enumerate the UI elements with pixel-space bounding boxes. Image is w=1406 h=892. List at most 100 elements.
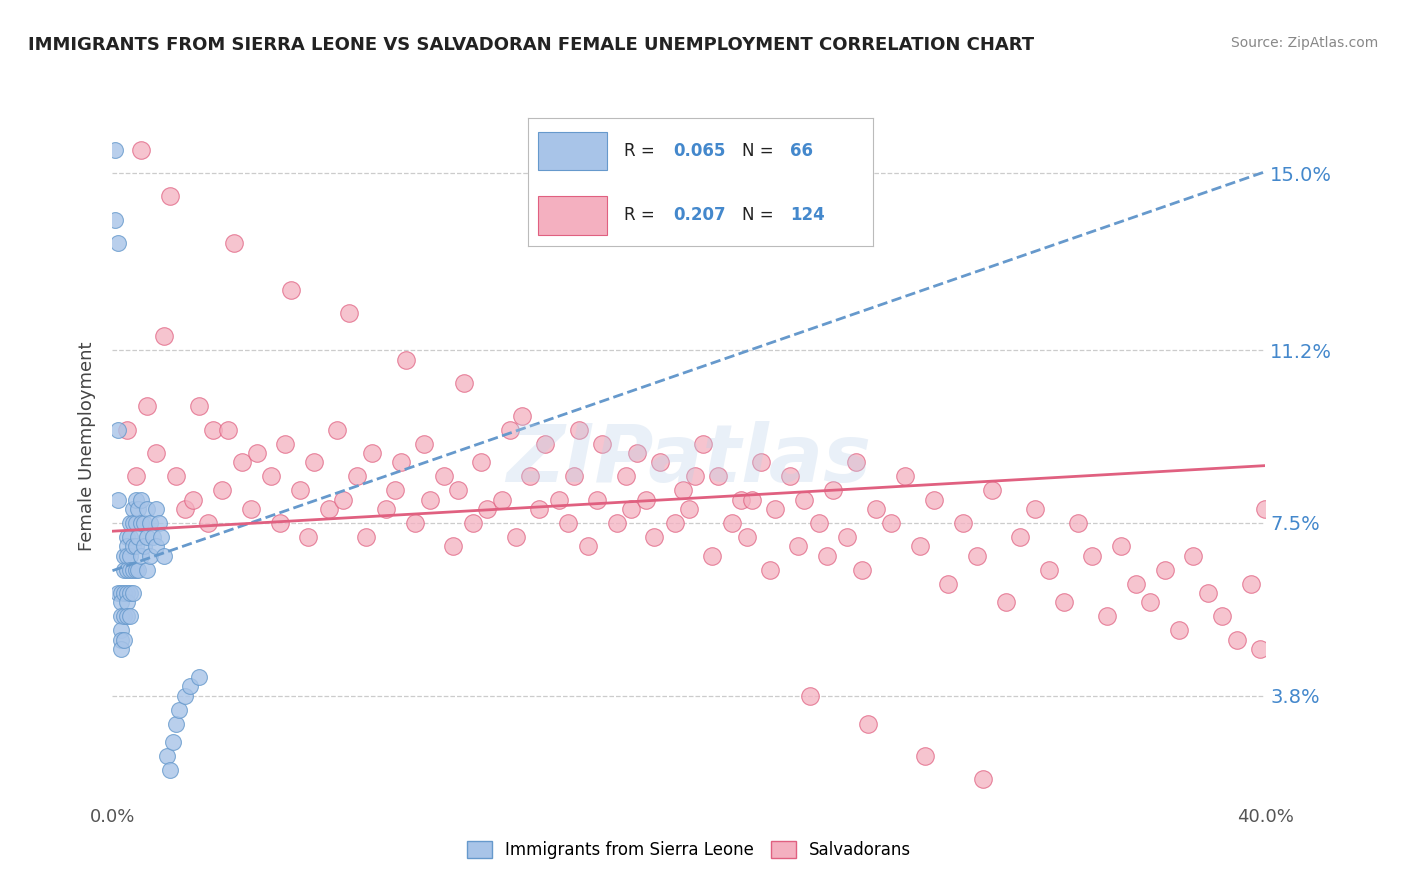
Point xyxy=(115,530,138,544)
Point xyxy=(150,530,173,544)
Point xyxy=(326,423,349,437)
Point xyxy=(447,483,470,498)
Point xyxy=(107,236,129,251)
Point xyxy=(115,549,138,563)
Point xyxy=(384,483,406,498)
Point xyxy=(851,563,873,577)
Point xyxy=(1240,576,1263,591)
Point xyxy=(793,492,815,507)
Point xyxy=(167,702,190,716)
Point xyxy=(821,483,844,498)
Point xyxy=(419,492,441,507)
Point xyxy=(110,586,132,600)
Point xyxy=(557,516,579,530)
Point xyxy=(136,400,159,414)
Point xyxy=(274,436,297,450)
Point xyxy=(404,516,426,530)
Point xyxy=(389,455,412,469)
Point xyxy=(118,563,141,577)
Point xyxy=(735,530,758,544)
Point xyxy=(112,632,135,647)
Point xyxy=(159,189,181,203)
Point xyxy=(145,446,167,460)
Point xyxy=(375,502,398,516)
Point xyxy=(110,609,132,624)
Point xyxy=(121,563,143,577)
Point xyxy=(118,530,141,544)
Point xyxy=(527,502,550,516)
Point xyxy=(765,502,787,516)
Point xyxy=(159,763,181,777)
Point xyxy=(127,563,149,577)
Point xyxy=(112,549,135,563)
Point xyxy=(499,423,522,437)
Point xyxy=(118,609,141,624)
Point xyxy=(197,516,219,530)
Point xyxy=(188,400,211,414)
Point xyxy=(1038,563,1060,577)
Point xyxy=(173,689,195,703)
Point xyxy=(692,436,714,450)
Point xyxy=(260,469,283,483)
Point xyxy=(115,609,138,624)
Point xyxy=(156,749,179,764)
Point xyxy=(134,516,156,530)
Point xyxy=(332,492,354,507)
Point xyxy=(118,516,141,530)
Point xyxy=(297,530,319,544)
Point xyxy=(124,539,146,553)
Point xyxy=(346,469,368,483)
Point xyxy=(1182,549,1205,563)
Point xyxy=(179,679,201,693)
Point xyxy=(217,423,239,437)
Point xyxy=(837,530,859,544)
Point xyxy=(741,492,763,507)
Point xyxy=(1153,563,1175,577)
Point xyxy=(433,469,456,483)
Point xyxy=(222,236,245,251)
Point xyxy=(758,563,780,577)
Text: IMMIGRANTS FROM SIERRA LEONE VS SALVADORAN FEMALE UNEMPLOYMENT CORRELATION CHART: IMMIGRANTS FROM SIERRA LEONE VS SALVADOR… xyxy=(28,36,1035,54)
Point xyxy=(153,329,176,343)
Point xyxy=(787,539,810,553)
Point xyxy=(936,576,959,591)
Point xyxy=(980,483,1002,498)
Point xyxy=(620,502,643,516)
Point xyxy=(779,469,801,483)
Point xyxy=(107,586,129,600)
Point xyxy=(288,483,311,498)
Point xyxy=(614,469,637,483)
Point xyxy=(162,735,184,749)
Point xyxy=(1125,576,1147,591)
Point xyxy=(360,446,382,460)
Point xyxy=(280,283,302,297)
Point xyxy=(134,539,156,553)
Point xyxy=(136,502,159,516)
Point xyxy=(129,143,153,157)
Point xyxy=(441,539,464,553)
Point xyxy=(799,689,821,703)
Point xyxy=(626,446,648,460)
Point xyxy=(562,469,585,483)
Point xyxy=(115,595,138,609)
Point xyxy=(337,306,360,320)
Point xyxy=(700,549,723,563)
Point xyxy=(519,469,541,483)
Point xyxy=(534,436,557,450)
Point xyxy=(129,516,153,530)
Point xyxy=(1081,549,1104,563)
Point xyxy=(354,530,377,544)
Point xyxy=(922,492,945,507)
Point xyxy=(1067,516,1090,530)
Point xyxy=(683,469,706,483)
Point xyxy=(995,595,1018,609)
Point xyxy=(118,549,141,563)
Point xyxy=(153,549,176,563)
Point xyxy=(721,516,744,530)
Point xyxy=(643,530,665,544)
Point xyxy=(304,455,326,469)
Point xyxy=(121,586,143,600)
Point xyxy=(749,455,772,469)
Point xyxy=(165,716,187,731)
Point xyxy=(110,641,132,656)
